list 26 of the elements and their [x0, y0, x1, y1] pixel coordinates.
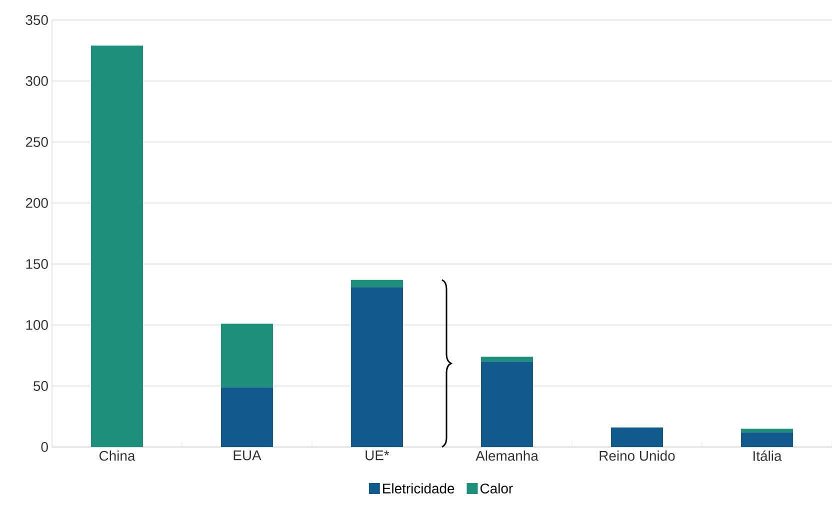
y-tick-label: 200	[26, 198, 48, 208]
y-tick-label: 50	[34, 381, 48, 391]
legend-label: Calor	[480, 483, 513, 494]
y-tick-label: 300	[26, 76, 48, 86]
bar	[741, 432, 794, 447]
y-tick-label: 0	[41, 442, 48, 452]
bar	[221, 387, 273, 447]
bar	[481, 362, 534, 447]
x-tick-label: Alemanha	[476, 450, 538, 461]
x-tick-label: China	[99, 450, 136, 461]
y-tick-label: 350	[26, 15, 48, 25]
bar	[91, 46, 143, 447]
bar	[351, 287, 404, 447]
x-tick-label: Itália	[754, 450, 782, 461]
x-tick-label: Reino Unido	[600, 450, 675, 461]
bar	[351, 280, 404, 288]
x-tick-label: UE*	[366, 450, 390, 460]
bar	[481, 356, 534, 362]
y-tick-label: 250	[26, 137, 48, 147]
legend-label: Eletricidade	[383, 483, 454, 494]
bar	[221, 324, 273, 388]
y-tick-label: 100	[26, 320, 48, 330]
x-tick-label: EUA	[234, 450, 262, 460]
y-tick-label: 150	[26, 259, 48, 269]
bar	[611, 427, 664, 447]
bar	[741, 428, 794, 432]
